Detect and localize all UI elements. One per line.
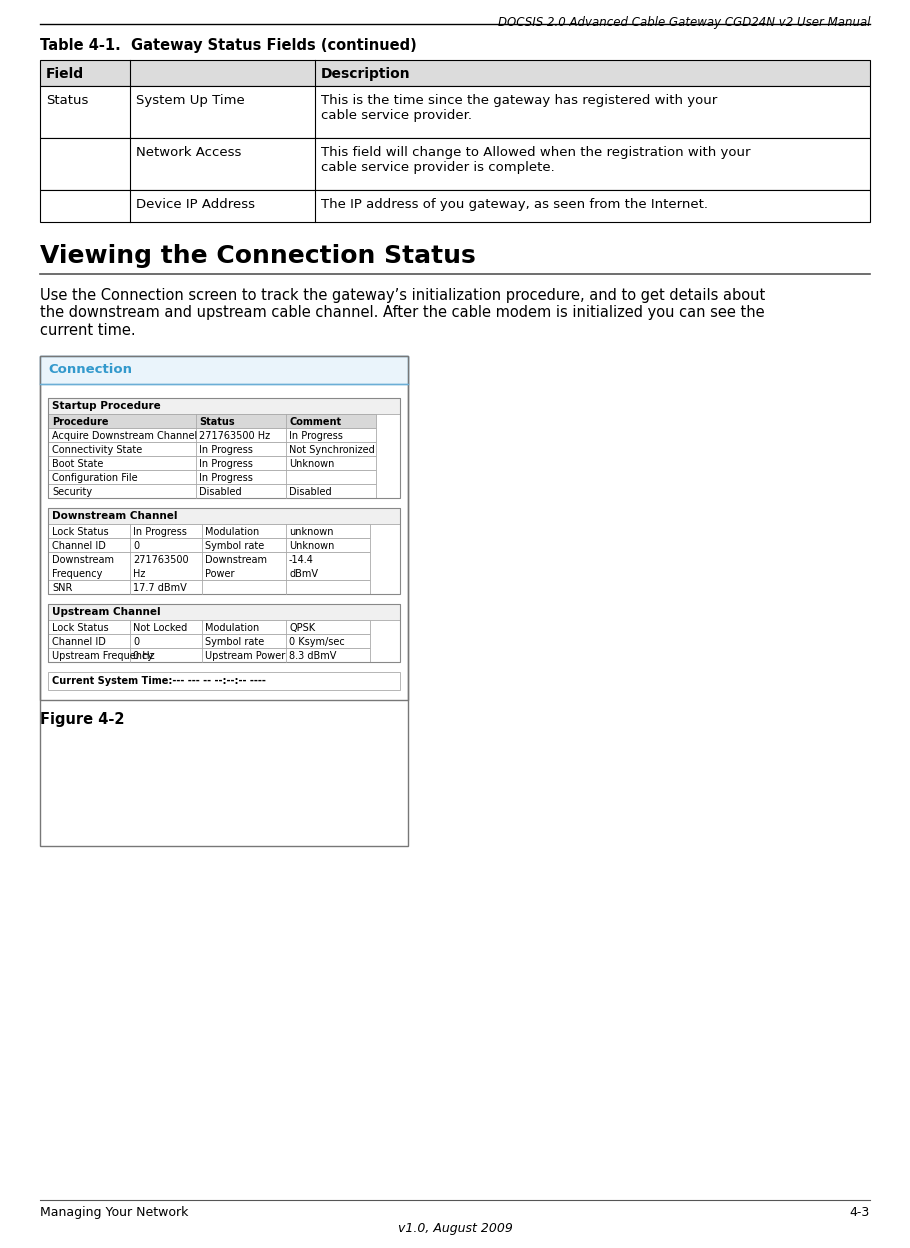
Text: Field: Field xyxy=(46,67,84,81)
Text: Startup Procedure: Startup Procedure xyxy=(52,401,161,411)
Text: Upstream Channel: Upstream Channel xyxy=(52,607,161,617)
Text: Not Locked: Not Locked xyxy=(133,623,187,633)
Text: 0: 0 xyxy=(133,636,139,646)
Text: -14.4: -14.4 xyxy=(289,555,314,565)
Bar xyxy=(48,442,376,456)
Text: 8.3 dBmV: 8.3 dBmV xyxy=(289,651,337,661)
Text: 4-3: 4-3 xyxy=(850,1206,870,1219)
Text: SNR: SNR xyxy=(52,583,73,593)
Text: Downstream: Downstream xyxy=(52,555,114,565)
Text: 271763500: 271763500 xyxy=(133,555,188,565)
Text: Status: Status xyxy=(199,417,235,427)
Bar xyxy=(40,356,408,384)
Bar xyxy=(48,620,370,634)
Bar xyxy=(48,398,400,414)
Text: Upstream Power: Upstream Power xyxy=(205,651,285,661)
Text: Disabled: Disabled xyxy=(289,487,331,497)
Text: Channel ID: Channel ID xyxy=(52,540,106,552)
Text: Power: Power xyxy=(205,569,235,579)
Text: Modulation: Modulation xyxy=(205,527,259,537)
Bar xyxy=(40,86,870,139)
Bar xyxy=(40,60,870,86)
Bar xyxy=(48,671,400,690)
Text: Unknown: Unknown xyxy=(289,540,334,552)
Text: Not Synchronized: Not Synchronized xyxy=(289,446,375,456)
Text: Status: Status xyxy=(46,94,88,107)
Text: Acquire Downstream Channel: Acquire Downstream Channel xyxy=(52,431,197,441)
Text: 0 Ksym/sec: 0 Ksym/sec xyxy=(289,636,345,646)
Bar xyxy=(48,414,376,428)
Bar xyxy=(48,508,400,594)
Bar xyxy=(48,580,370,594)
Text: Network Access: Network Access xyxy=(136,146,241,158)
Text: Figure 4-2: Figure 4-2 xyxy=(40,713,125,728)
Text: Disabled: Disabled xyxy=(199,487,242,497)
Text: 0 Hz: 0 Hz xyxy=(133,651,155,661)
Bar xyxy=(48,508,400,524)
Text: unknown: unknown xyxy=(289,527,333,537)
Text: Current System Time:--- --- -- --:--:-- ----: Current System Time:--- --- -- --:--:-- … xyxy=(52,676,266,686)
Bar xyxy=(48,524,370,538)
Text: In Progress: In Progress xyxy=(199,473,253,483)
Bar xyxy=(48,552,370,580)
Bar xyxy=(40,190,870,222)
Text: In Progress: In Progress xyxy=(199,459,253,469)
Text: DOCSIS 2.0 Advanced Cable Gateway CGD24N v2 User Manual: DOCSIS 2.0 Advanced Cable Gateway CGD24N… xyxy=(498,16,870,29)
Text: This is the time since the gateway has registered with your
cable service provid: This is the time since the gateway has r… xyxy=(321,94,717,122)
Text: v1.0, August 2009: v1.0, August 2009 xyxy=(398,1222,512,1236)
Bar xyxy=(48,428,376,442)
Text: Downstream: Downstream xyxy=(205,555,267,565)
Text: Symbol rate: Symbol rate xyxy=(205,636,264,646)
Bar xyxy=(40,356,408,700)
Text: Lock Status: Lock Status xyxy=(52,527,108,537)
Text: Downstream Channel: Downstream Channel xyxy=(52,510,177,520)
Text: QPSK: QPSK xyxy=(289,623,315,633)
Text: Lock Status: Lock Status xyxy=(52,623,108,633)
Text: System Up Time: System Up Time xyxy=(136,94,245,107)
Text: Comment: Comment xyxy=(289,417,341,427)
Text: Viewing the Connection Status: Viewing the Connection Status xyxy=(40,245,476,268)
Bar xyxy=(48,484,376,498)
Text: Boot State: Boot State xyxy=(52,459,104,469)
Text: 17.7 dBmV: 17.7 dBmV xyxy=(133,583,187,593)
Text: Hz: Hz xyxy=(133,569,146,579)
Text: The IP address of you gateway, as seen from the Internet.: The IP address of you gateway, as seen f… xyxy=(321,198,708,211)
Text: Security: Security xyxy=(52,487,92,497)
Text: Use the Connection screen to track the gateway’s initialization procedure, and t: Use the Connection screen to track the g… xyxy=(40,288,765,338)
Text: Device IP Address: Device IP Address xyxy=(136,198,255,211)
Bar xyxy=(48,634,370,648)
Bar xyxy=(48,398,400,498)
Bar xyxy=(48,648,370,661)
Text: In Progress: In Progress xyxy=(133,527,187,537)
Text: Upstream Frequency: Upstream Frequency xyxy=(52,651,153,661)
Bar xyxy=(48,456,376,470)
Text: Symbol rate: Symbol rate xyxy=(205,540,264,552)
Text: Managing Your Network: Managing Your Network xyxy=(40,1206,188,1219)
Text: This field will change to Allowed when the registration with your
cable service : This field will change to Allowed when t… xyxy=(321,146,751,173)
Text: Connectivity State: Connectivity State xyxy=(52,446,142,456)
Text: In Progress: In Progress xyxy=(289,431,343,441)
Bar xyxy=(48,470,376,484)
Text: Table 4-1.  Gateway Status Fields (continued): Table 4-1. Gateway Status Fields (contin… xyxy=(40,37,417,52)
Bar xyxy=(48,604,400,661)
Text: Frequency: Frequency xyxy=(52,569,102,579)
Text: Connection: Connection xyxy=(48,363,132,376)
Bar xyxy=(48,538,370,552)
Bar xyxy=(40,356,408,846)
Text: Configuration File: Configuration File xyxy=(52,473,137,483)
Bar xyxy=(40,139,870,190)
Text: 271763500 Hz: 271763500 Hz xyxy=(199,431,270,441)
Bar xyxy=(48,604,400,620)
Text: dBmV: dBmV xyxy=(289,569,318,579)
Text: Modulation: Modulation xyxy=(205,623,259,633)
Text: Unknown: Unknown xyxy=(289,459,334,469)
Text: In Progress: In Progress xyxy=(199,446,253,456)
Text: Description: Description xyxy=(321,67,410,81)
Text: Procedure: Procedure xyxy=(52,417,108,427)
Text: Channel ID: Channel ID xyxy=(52,636,106,646)
Text: 0: 0 xyxy=(133,540,139,552)
